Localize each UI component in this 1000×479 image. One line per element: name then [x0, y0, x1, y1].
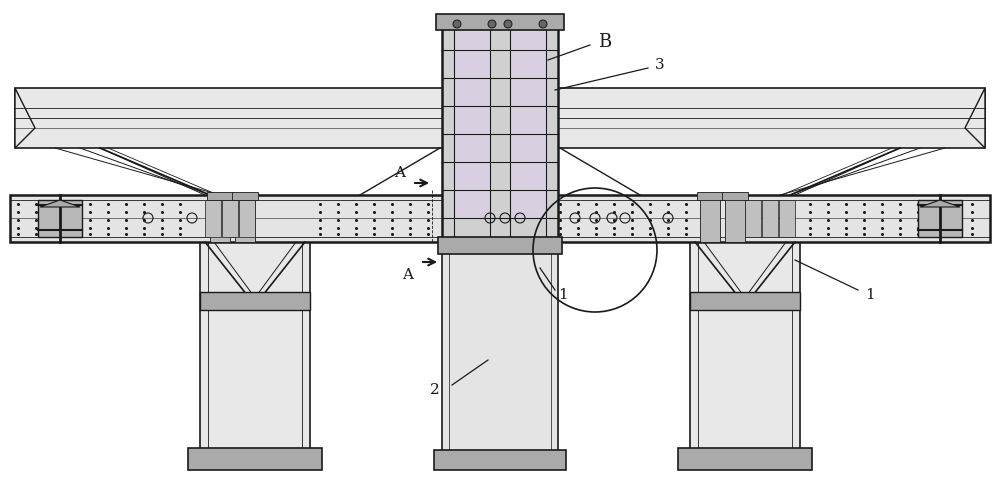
Bar — [434, 450, 566, 470]
Bar — [436, 14, 564, 30]
Circle shape — [539, 20, 547, 28]
Text: B: B — [598, 33, 611, 51]
Bar — [725, 195, 745, 242]
Polygon shape — [40, 200, 80, 207]
Text: A: A — [402, 268, 414, 282]
Text: 1: 1 — [558, 288, 568, 302]
Text: 1: 1 — [865, 288, 875, 302]
Bar — [722, 192, 748, 200]
Bar — [510, 190, 546, 218]
Bar — [205, 200, 221, 237]
Bar — [438, 237, 562, 254]
Bar — [510, 22, 546, 50]
Bar — [210, 195, 230, 242]
Text: 3: 3 — [655, 58, 665, 72]
Bar — [918, 200, 962, 237]
Bar — [762, 200, 778, 237]
Text: A: A — [394, 166, 406, 180]
Bar — [454, 162, 490, 190]
Bar — [510, 50, 546, 78]
Bar — [510, 106, 546, 134]
Bar — [10, 195, 990, 242]
Bar — [745, 200, 761, 237]
Circle shape — [504, 20, 512, 28]
Bar — [690, 242, 800, 458]
Bar — [235, 195, 255, 242]
Polygon shape — [15, 88, 35, 148]
Bar — [15, 88, 985, 148]
Bar — [200, 292, 310, 310]
Bar — [454, 22, 490, 50]
Bar — [779, 200, 795, 237]
Bar — [510, 162, 546, 190]
Bar — [454, 50, 490, 78]
Bar — [700, 195, 720, 242]
Circle shape — [453, 20, 461, 28]
Bar — [454, 190, 490, 218]
Bar — [454, 78, 490, 106]
Bar — [200, 242, 310, 458]
Bar — [442, 242, 558, 460]
Bar — [232, 192, 258, 200]
Bar — [239, 200, 255, 237]
Bar — [442, 22, 558, 242]
Bar — [207, 192, 233, 200]
Circle shape — [488, 20, 496, 28]
Polygon shape — [920, 200, 960, 207]
Bar — [188, 448, 322, 470]
Bar — [454, 106, 490, 134]
Bar — [222, 200, 238, 237]
Bar — [678, 448, 812, 470]
Bar — [697, 192, 723, 200]
Bar — [510, 78, 546, 106]
Bar — [38, 200, 82, 237]
Bar — [454, 134, 490, 162]
Polygon shape — [965, 88, 985, 148]
Bar — [510, 134, 546, 162]
Text: 2: 2 — [430, 383, 440, 397]
Bar — [690, 292, 800, 310]
